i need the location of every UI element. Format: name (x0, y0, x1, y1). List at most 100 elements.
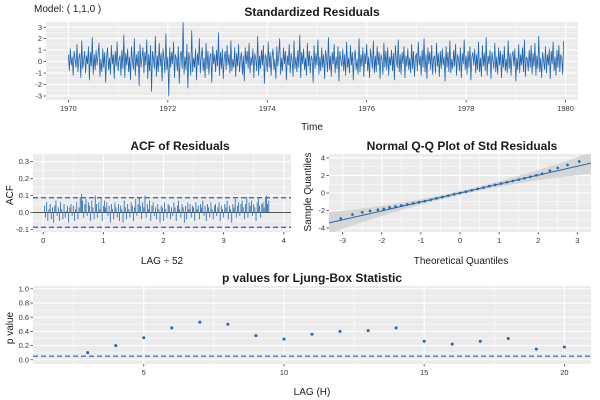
std-residuals-series-line (67, 22, 565, 97)
ljung-box-x-tick-label: 5 (142, 368, 146, 377)
std-residuals-y-tick-label: 3 (38, 23, 42, 32)
std-residuals-y-tick-label: -3 (35, 92, 42, 101)
qq-points (339, 160, 581, 220)
ljung-box-point (534, 347, 538, 351)
std-residuals-x-tick-label: 1976 (358, 104, 375, 113)
ljung-box-gridlines (33, 286, 591, 364)
qq-point (435, 197, 438, 200)
ljung-box-y-tick-label: 0.2 (19, 341, 29, 350)
acf-residuals-panel: 0 1 2 3 4 -0.1 0.0 0.1 0.2 0.3 (16, 154, 291, 245)
ljung-box-x-tick-label: 15 (420, 368, 428, 377)
std-residuals-x-tick-label: 1974 (259, 104, 276, 113)
ljung-box-point (310, 332, 314, 336)
qq-point (523, 176, 526, 180)
qq-point (482, 186, 485, 189)
qq-point (376, 208, 380, 211)
ljung-box-point (282, 337, 286, 341)
qq-point (476, 187, 479, 191)
qq-point (488, 184, 491, 188)
acf-residuals-x-tick-label: 0 (41, 236, 45, 245)
qq-point (429, 198, 432, 202)
ljung-box-points (86, 320, 566, 355)
ljung-box-point (394, 326, 398, 330)
acf-residuals-x-tick-label: 3 (222, 236, 226, 245)
ljung-box-point (226, 322, 230, 326)
qq-point (493, 183, 497, 187)
qq-point (470, 188, 474, 192)
qq-plot-panel: -3 -2 -1 0 1 2 3 -4 -2 0 2 4 (318, 154, 591, 245)
qq-point (400, 204, 403, 207)
qq-plot-y-tick-label: -2 (318, 206, 325, 215)
std-residuals-x-tick-label: 1980 (557, 104, 574, 113)
ljung-box-point (562, 345, 566, 349)
std-residuals-x-tick-label: 1978 (458, 104, 475, 113)
acf-xlabel: LAG ÷ 52 (141, 256, 184, 267)
ljung-box-title: p values for Ljung-Box Statistic (222, 271, 402, 285)
acf-bars (43, 193, 270, 223)
qq-point (529, 175, 532, 179)
qq-point (458, 191, 462, 195)
qq-point (446, 194, 450, 197)
qq-plot-x-tick-label: 1 (497, 236, 501, 245)
qq-point (499, 182, 503, 185)
qq-plot-x-tick-label: -1 (418, 236, 425, 245)
qq-point (556, 166, 560, 170)
std-residuals-x-tick-label: 1970 (60, 104, 77, 113)
qq-point (566, 163, 569, 167)
ljung-box-point (198, 320, 202, 324)
qq-plot-ticks: -3 -2 -1 0 1 2 3 -4 -2 0 2 4 (318, 154, 579, 245)
qq-point (517, 178, 520, 181)
qq-point (417, 200, 421, 204)
std-residuals-y-tick-label: -1 (35, 69, 42, 78)
ljung-box-y-tick-label: 0.6 (19, 313, 29, 322)
qq-point (382, 207, 386, 211)
qq-point (388, 206, 391, 209)
ljung-box-point (478, 339, 482, 343)
ljung-box-x-tick-label: 20 (560, 368, 568, 377)
ljung-box-point (338, 329, 342, 333)
acf-ylabel: ACF (5, 185, 16, 205)
qq-plot-y-tick-label: -4 (318, 224, 325, 233)
std-residuals-title: Standardized Residuals (244, 5, 380, 19)
qq-title: Normal Q-Q Plot of Std Residuals (367, 139, 558, 153)
qq-point (411, 202, 415, 205)
std-residuals-y-tick-label: 0 (38, 57, 42, 66)
qq-point (577, 160, 581, 163)
acf-title: ACF of Residuals (130, 139, 230, 153)
ljung-box-x-tick-label: 10 (280, 368, 288, 377)
qq-xlabel: Theoretical Quantiles (414, 256, 509, 267)
std-residuals-panel: 1970 1972 1974 1976 1978 1980 -3 -2 -1 0 1 2 3 (35, 22, 578, 113)
ljung-box-y-tick-label: 1.0 (19, 284, 29, 293)
qq-point (351, 213, 354, 216)
qq-point (511, 179, 515, 183)
acf-residuals-ticks: 0 1 2 3 4 -0.1 0.0 0.1 0.2 0.3 (16, 157, 286, 245)
ljung-box-y-tick-label: 0.4 (19, 327, 29, 336)
qq-plot-x-tick-label: -3 (339, 236, 346, 245)
qq-point (339, 217, 343, 220)
ljung-box-y-tick-label: 0.8 (19, 299, 29, 308)
qq-point (441, 195, 444, 199)
ljung-box-point (450, 342, 454, 346)
qq-point (405, 203, 409, 206)
std-residuals-x-tick-label: 1972 (159, 104, 176, 113)
qq-point (505, 181, 509, 184)
qq-plot-y-tick-label: 0 (321, 189, 325, 198)
ljung-box-ticks: 5 10 15 20 0.0 0.2 0.4 0.6 0.8 1.0 (19, 284, 569, 377)
acf-residuals-y-tick-label: 0.2 (19, 174, 29, 183)
acf-residuals-y-tick-label: -0.1 (16, 225, 29, 234)
acf-residuals-y-tick-label: 0.1 (19, 191, 29, 200)
qq-point (534, 173, 538, 177)
qq-plot-x-tick-label: -2 (378, 236, 385, 245)
std-residuals-y-tick-label: 1 (38, 46, 42, 55)
acf-residuals-x-tick-label: 1 (101, 236, 105, 245)
ljung-box-xlabel: LAG (H) (294, 387, 331, 398)
acf-residuals-x-tick-label: 2 (161, 236, 165, 245)
qq-point (360, 210, 364, 214)
ljung-box-panel: 5 10 15 20 0.0 0.2 0.4 0.6 0.8 1.0 (19, 284, 591, 377)
std-residuals-xlabel: Time (301, 122, 323, 133)
qq-plot-x-tick-label: 3 (575, 236, 579, 245)
qq-point (368, 209, 372, 213)
qq-point (548, 169, 552, 172)
acf-residuals-x-tick-label: 4 (282, 236, 286, 245)
